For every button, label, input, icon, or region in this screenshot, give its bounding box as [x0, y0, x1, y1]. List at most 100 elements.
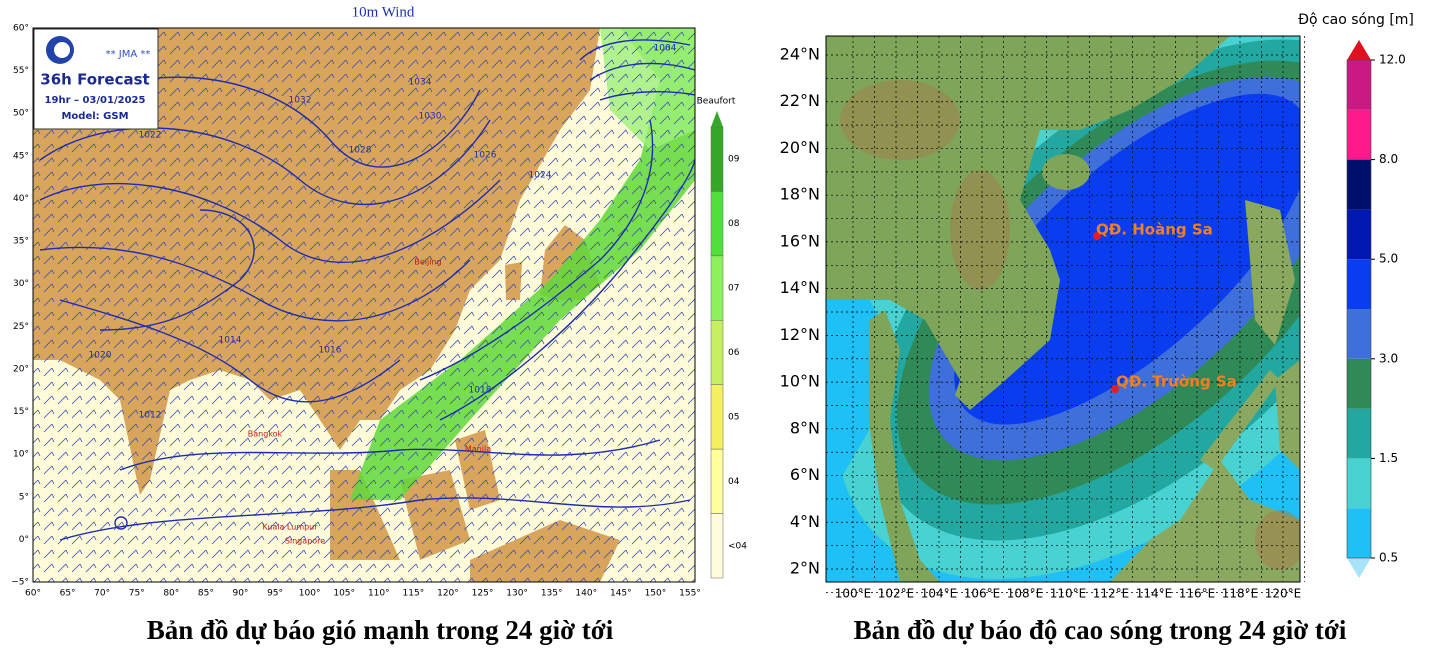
forecast: 36h Forecast: [40, 71, 149, 89]
wave-map: [826, 36, 1300, 582]
lon-label: 145°: [610, 589, 632, 599]
lon-label: 130°: [506, 589, 528, 599]
lon-label: 120°E: [1265, 587, 1302, 601]
marker: [1093, 232, 1119, 393]
lat-label: 24°N: [780, 45, 820, 64]
lon-label: 115°: [403, 589, 425, 599]
colorbar-band: [710, 448, 724, 514]
lat-label: 14°N: [780, 278, 820, 297]
agency: ** JMA **: [106, 49, 151, 60]
lat-label: 25°: [13, 322, 29, 332]
colorbar-band: [1347, 408, 1371, 459]
colorbar-label: 08: [728, 219, 740, 229]
colorbar-arrow: [1347, 40, 1371, 60]
lat-label: 2°N: [790, 559, 820, 578]
time: 19hr – 03/01/2025: [45, 95, 146, 106]
colorbar-tick-label: 5.0: [1379, 252, 1398, 266]
map-frame: [32, 27, 696, 583]
colorbar-tick-label: 3.0: [1379, 351, 1398, 365]
grid: [826, 36, 1305, 593]
colorbar-tick-label: 0.5: [1379, 551, 1398, 565]
colorbar-label: 05: [728, 412, 739, 422]
colorbar-band: [710, 320, 724, 385]
caption: Bản đồ dự báo gió mạnh trong 24 giờ tới: [147, 615, 614, 645]
isobar-label: 1012: [139, 411, 162, 421]
lon-label: 140°: [575, 589, 597, 599]
isobar-label: 1014: [219, 336, 242, 346]
lat-label: 45°: [13, 151, 29, 161]
isobar-label: 1032: [289, 96, 312, 106]
lon-label: 60°: [25, 589, 41, 599]
lat-label: 40°: [13, 194, 29, 204]
colorbar-label: 04: [728, 477, 740, 487]
city-label: Beijing: [414, 258, 441, 267]
isobar-label: 1030: [419, 112, 442, 122]
lat-label: 18°N: [780, 185, 820, 204]
lon-label: 70°: [94, 589, 110, 599]
map-title: 10m Wind: [352, 4, 415, 20]
lon-label: 135°: [541, 589, 563, 599]
lon-label: 90°: [232, 589, 248, 599]
lat-label: 5°: [19, 492, 29, 502]
lon-label: 65°: [60, 589, 76, 599]
isobar-label: 1020: [89, 351, 112, 361]
colorbar-band: [1347, 309, 1371, 359]
colorbar-band: [1347, 60, 1371, 110]
lat-label: 60°: [13, 24, 29, 34]
colorbar-band: [710, 191, 724, 257]
colorbar-title: Độ cao sóng [m]: [1298, 12, 1414, 28]
lat-label: 6°N: [790, 465, 820, 484]
colorbar-band: [1347, 109, 1371, 160]
isobar-label: 1004: [654, 44, 677, 54]
colorbar-tick-label: 12.0: [1379, 53, 1406, 67]
lat-label: 20°N: [780, 138, 820, 157]
isobar-label: 1018: [469, 386, 492, 396]
colorbar-arrow: [1347, 558, 1371, 578]
lon-label: 112°E: [1093, 587, 1130, 601]
colorbar-band: [1347, 159, 1371, 210]
colorbar-band: [1347, 508, 1371, 558]
colorbar-tick-label: 1.5: [1379, 451, 1398, 465]
lat-label: 50°: [13, 109, 29, 119]
model: Model: GSM: [61, 111, 128, 122]
lat-label: 10°N: [780, 372, 820, 391]
city-label: Bangkok: [248, 430, 283, 439]
lat-label: 15°: [13, 407, 29, 417]
lat-label: 0°: [19, 535, 29, 545]
colorbar-band: [1347, 209, 1371, 260]
lon-label: 150°: [645, 589, 667, 599]
lon-label: 104°E: [921, 587, 958, 601]
lon-label: 110°E: [1050, 587, 1087, 601]
isobar-label: 1028: [349, 146, 372, 156]
colorbar-tick-label: 8.0: [1379, 152, 1398, 166]
lat-label: −5°: [11, 578, 29, 588]
lat-label: 55°: [13, 66, 29, 76]
lon-label: 105°: [333, 589, 355, 599]
isobar-label: 1034: [409, 78, 432, 88]
place-label: QĐ. Trường Sa: [1116, 373, 1237, 391]
lon-label: 116°E: [1179, 587, 1216, 601]
lon-label: 100°E: [835, 587, 872, 601]
colorbar-band: [1347, 458, 1371, 509]
lat-label: 12°N: [780, 325, 820, 344]
lon-label: 120°: [437, 589, 459, 599]
lon-label: 118°E: [1222, 587, 1259, 601]
lon-label: 108°E: [1007, 587, 1044, 601]
lon-label: 95°: [267, 589, 283, 599]
lat-label: 30°: [13, 279, 29, 289]
lon-label: 85°: [198, 589, 214, 599]
isobar-label: 1026: [474, 151, 497, 161]
lon-label: 100°: [299, 589, 321, 599]
isobar-label: 1024: [529, 171, 552, 181]
city-label: Kuala Lumpur: [262, 523, 318, 532]
colorbar-band: [710, 384, 724, 450]
lat-label: 4°N: [790, 512, 820, 531]
lon-label: 102°E: [878, 587, 915, 601]
colorbar-band: [1347, 358, 1371, 409]
lon-label: 80°: [163, 589, 179, 599]
map-frame: [825, 35, 1301, 583]
place-label: QĐ. Hoàng Sa: [1096, 221, 1213, 239]
lat-label: 20°: [13, 364, 29, 374]
